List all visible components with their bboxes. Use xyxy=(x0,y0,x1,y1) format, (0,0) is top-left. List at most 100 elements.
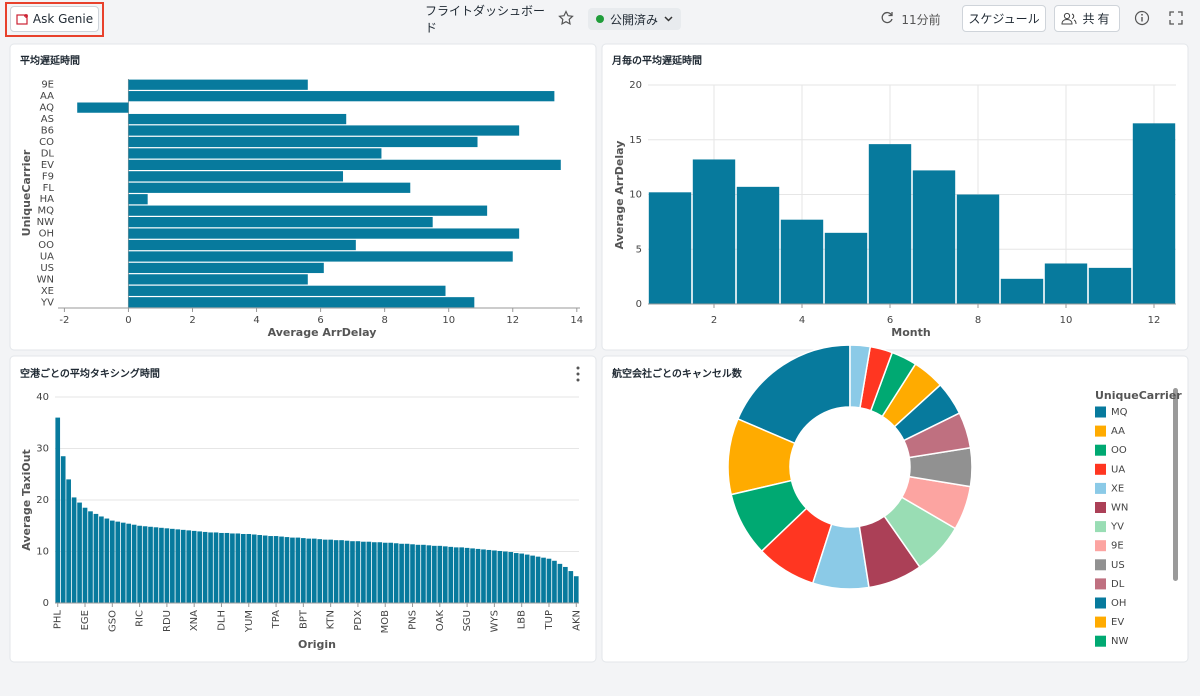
x-tick-label: RDU xyxy=(162,610,173,632)
y-tick-label: DL xyxy=(41,148,55,159)
bar xyxy=(508,552,514,603)
donut-slice xyxy=(908,446,973,488)
y-tick-label: MQ xyxy=(38,206,55,217)
y-axis-label: UniqueCarrier xyxy=(20,149,33,236)
legend-swatch xyxy=(1095,616,1106,628)
bar xyxy=(692,159,736,304)
bar xyxy=(186,530,192,603)
bar xyxy=(153,527,159,603)
legend-title: UniqueCarrier xyxy=(1095,389,1182,402)
bar xyxy=(546,558,552,603)
y-tick-label: 0 xyxy=(43,598,49,609)
refresh-icon[interactable] xyxy=(880,11,894,25)
donut-slice xyxy=(849,344,872,409)
legend-swatch xyxy=(1095,502,1106,513)
bar xyxy=(421,544,426,603)
y-tick-label: AQ xyxy=(39,103,54,114)
y-tick-label: 15 xyxy=(629,135,642,146)
donut-slice xyxy=(893,383,961,442)
bar xyxy=(868,144,912,304)
bar xyxy=(339,540,344,603)
y-tick-label: 5 xyxy=(636,244,642,255)
x-tick-label: 2 xyxy=(189,315,195,326)
bar xyxy=(306,538,312,603)
bar xyxy=(128,125,520,136)
status-dropdown[interactable]: 公開済み xyxy=(588,8,681,30)
bar xyxy=(82,507,88,603)
x-tick-label: AKN xyxy=(571,610,582,631)
card xyxy=(601,43,1189,351)
legend-swatch xyxy=(1095,559,1106,571)
bar xyxy=(175,529,181,603)
bar xyxy=(481,549,486,603)
legend-label: XE xyxy=(1111,483,1124,494)
x-tick-label: XNA xyxy=(189,610,200,631)
legend-label: NW xyxy=(1111,636,1128,647)
bar xyxy=(197,531,202,603)
bar xyxy=(541,557,546,603)
bar xyxy=(464,547,470,603)
legend-label: US xyxy=(1111,560,1125,571)
star-icon[interactable] xyxy=(558,10,574,26)
ask-genie-label: Ask Genie xyxy=(32,12,94,26)
bar xyxy=(128,194,148,205)
bar xyxy=(290,537,295,603)
bar xyxy=(88,511,93,603)
bar xyxy=(164,528,170,603)
legend-swatch xyxy=(1095,540,1106,552)
bar xyxy=(235,533,241,603)
bar xyxy=(128,217,433,228)
ask-genie-button[interactable]: Ask Genie xyxy=(10,6,99,32)
x-tick-label: GSO xyxy=(107,610,118,632)
y-tick-label: 20 xyxy=(36,495,49,506)
genie-icon xyxy=(16,13,28,25)
legend-swatch xyxy=(1095,655,1106,666)
bar xyxy=(219,532,224,603)
x-tick-label: 0 xyxy=(125,315,131,326)
bar xyxy=(502,551,508,603)
bar xyxy=(524,554,530,603)
legend-label: 9E xyxy=(1111,541,1124,552)
bar xyxy=(128,285,446,296)
info-icon[interactable] xyxy=(1134,10,1150,26)
kebab-menu[interactable] xyxy=(576,366,580,382)
x-axis-label: Month xyxy=(891,326,930,339)
bar xyxy=(912,170,956,304)
bar xyxy=(399,543,404,603)
bar xyxy=(388,542,394,603)
y-axis-label: Average TaxiOut xyxy=(20,449,33,551)
bar xyxy=(448,546,454,603)
bar xyxy=(128,159,561,170)
bar xyxy=(128,182,411,193)
bar xyxy=(128,251,513,262)
bar xyxy=(437,545,443,603)
bar xyxy=(780,219,824,304)
x-tick-label: 14 xyxy=(570,315,583,326)
bar xyxy=(415,544,421,603)
bar xyxy=(1088,267,1132,304)
x-tick-label: 6 xyxy=(887,315,893,326)
bar xyxy=(99,516,104,603)
share-button[interactable]: 共有 xyxy=(1054,5,1120,32)
bar xyxy=(648,192,692,304)
card-title: 航空会社ごとのキャンセル数 xyxy=(612,367,743,380)
x-tick-label: 12 xyxy=(506,315,519,326)
legend-label: DL xyxy=(1111,579,1125,590)
fullscreen-icon[interactable] xyxy=(1168,10,1184,26)
legend: MQ AA OO UA XE WN YV 9E US DL OH EV NW CO B6 xyxy=(1095,406,1128,666)
legend-swatch xyxy=(1095,578,1106,590)
schedule-button[interactable]: スケジュール xyxy=(962,5,1046,32)
bar xyxy=(128,136,478,148)
bar xyxy=(104,518,110,603)
bar xyxy=(301,538,306,603)
x-tick-label: WYS xyxy=(489,610,500,632)
bar xyxy=(404,543,410,603)
bar xyxy=(563,566,568,603)
y-tick-label: EV xyxy=(41,160,54,171)
bar xyxy=(126,523,132,603)
y-tick-label: OH xyxy=(39,229,54,240)
bar xyxy=(224,532,230,603)
x-tick-label: 10 xyxy=(1060,315,1073,326)
bar xyxy=(317,539,323,603)
